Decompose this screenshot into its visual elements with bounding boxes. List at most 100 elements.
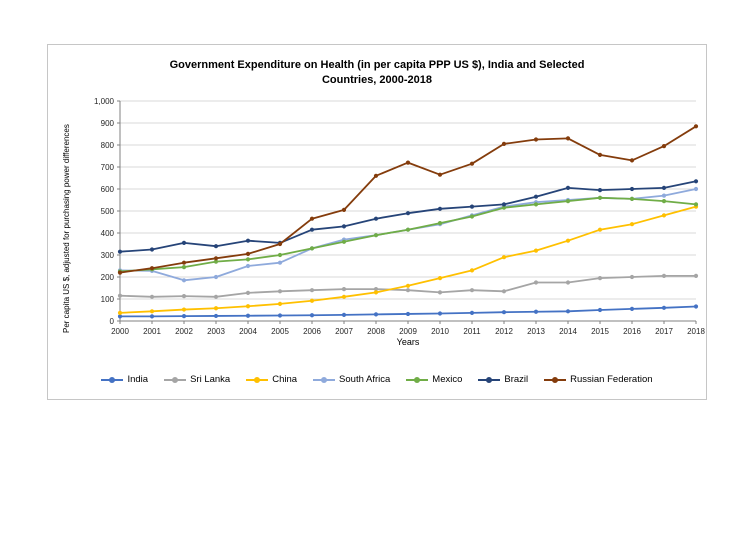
legend-marker-icon (246, 375, 269, 384)
y-tick-label: 600 (101, 185, 115, 194)
x-tick-label: 2015 (591, 327, 609, 336)
series-marker-sri-lanka (405, 288, 411, 293)
plot-area: 0 100 200 300 400 500 600 700 800 900 1,000 2000 200… (94, 97, 705, 336)
legend-label: China (272, 374, 298, 385)
series-marker-china (533, 248, 539, 253)
series-marker-sri-lanka (597, 276, 603, 281)
series-marker-south-africa (661, 193, 667, 198)
series-marker-india (181, 314, 187, 319)
series-marker-russian-federation (373, 173, 379, 178)
series-marker-russian-federation (469, 161, 475, 166)
series-marker-mexico (437, 221, 443, 226)
series-marker-sri-lanka (181, 294, 187, 299)
series-marker-brazil (405, 211, 411, 216)
series-marker-sri-lanka (373, 287, 379, 292)
series-marker-russian-federation (309, 216, 315, 221)
series-marker-china (661, 213, 667, 218)
legend-item-china: China (246, 374, 297, 385)
series-marker-south-africa (181, 278, 187, 283)
series-marker-russian-federation (181, 260, 187, 265)
x-tick-label: 2004 (239, 327, 257, 336)
series-marker-india (437, 311, 443, 316)
series-marker-india (245, 313, 251, 318)
series-line-russian-federation (119, 125, 697, 274)
series-marker-mexico (341, 239, 347, 244)
series-marker-china (341, 294, 347, 299)
series-marker-russian-federation (533, 137, 539, 142)
series-marker-russian-federation (277, 241, 283, 247)
series-marker-india (597, 307, 603, 313)
series-marker-sri-lanka (501, 289, 507, 294)
x-tick-label: 2009 (399, 327, 417, 336)
legend-marker-icon (313, 375, 336, 384)
series-marker-mexico (565, 199, 571, 204)
series-marker-russian-federation (341, 207, 347, 212)
y-tick-label: 100 (101, 295, 115, 304)
series-line-south-africa (119, 188, 697, 282)
legend-label: Sri Lanka (190, 374, 231, 385)
series-marker-mexico (693, 202, 699, 207)
legend-item-sri-lanka: Sri Lanka (164, 374, 230, 385)
series-marker-brazil (117, 249, 123, 254)
series-marker-brazil (437, 206, 443, 211)
series-marker-sri-lanka (309, 288, 315, 293)
x-tick-label: 2003 (207, 327, 225, 336)
series-marker-mexico (277, 252, 283, 258)
series-marker-sri-lanka (469, 288, 475, 293)
y-tick-label: 1,000 (94, 97, 115, 106)
series-marker-russian-federation (693, 124, 699, 129)
legend-item-india: India (101, 374, 148, 385)
series-marker-sri-lanka (565, 280, 571, 285)
x-tick-label: 2007 (335, 327, 353, 336)
series-marker-india (277, 313, 283, 318)
series-marker-mexico (213, 259, 219, 264)
series-marker-mexico (309, 246, 315, 251)
series-line-brazil (119, 180, 697, 253)
y-tick-label: 400 (101, 229, 115, 238)
series-marker-south-africa (693, 186, 699, 192)
series-marker-russian-federation (565, 136, 571, 141)
series-marker-brazil (533, 194, 539, 199)
legend-label: Mexico (432, 374, 463, 385)
legend-item-mexico: Mexico (406, 374, 462, 385)
legend-label: Brazil (504, 374, 529, 385)
legend-marker-icon (406, 375, 429, 384)
series-marker-mexico (245, 257, 251, 262)
series-marker-india (501, 310, 507, 315)
series-marker-mexico (629, 196, 635, 201)
chart-title-line1: Government Expenditure on Health (in per… (169, 59, 585, 71)
legend-marker-icon (478, 375, 501, 384)
legend-label: Russian Federation (570, 374, 653, 385)
series-marker-india (565, 309, 571, 314)
series-marker-china (437, 276, 443, 281)
series-marker-india (117, 314, 123, 319)
series-marker-brazil (373, 216, 379, 221)
series-marker-india (309, 313, 315, 318)
series-marker-china (117, 310, 123, 315)
series-marker-china (597, 227, 603, 232)
series-marker-china (405, 283, 411, 288)
series-marker-sri-lanka (213, 294, 219, 299)
series-marker-sri-lanka (437, 290, 443, 295)
series-marker-china (213, 306, 219, 311)
series-marker-china (373, 290, 379, 295)
x-tick-label: 2014 (559, 327, 577, 336)
y-tick-label: 300 (101, 251, 115, 260)
x-tick-label: 2001 (143, 327, 161, 336)
series-marker-india (661, 305, 667, 310)
series-marker-china (181, 307, 187, 312)
series-marker-china (501, 255, 507, 260)
legend-item-south-africa: South Africa (313, 374, 390, 385)
y-tick-label: 700 (101, 163, 115, 172)
x-tick-label: 2008 (367, 327, 385, 336)
series-marker-brazil (597, 188, 603, 193)
series-marker-mexico (373, 233, 379, 238)
series-marker-china (469, 268, 475, 273)
series-marker-india (629, 306, 635, 311)
y-tick-label: 800 (101, 141, 115, 150)
series-marker-china (629, 222, 635, 227)
series-marker-china (565, 238, 571, 243)
series-marker-mexico (405, 227, 411, 232)
y-tick-label: 200 (101, 273, 115, 282)
